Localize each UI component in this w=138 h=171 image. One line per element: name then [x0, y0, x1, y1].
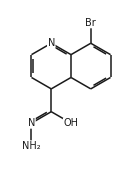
- Text: N: N: [28, 118, 35, 128]
- Text: Br: Br: [85, 18, 96, 28]
- Text: N: N: [48, 38, 55, 48]
- Text: NH₂: NH₂: [22, 141, 41, 151]
- Text: OH: OH: [63, 118, 79, 128]
